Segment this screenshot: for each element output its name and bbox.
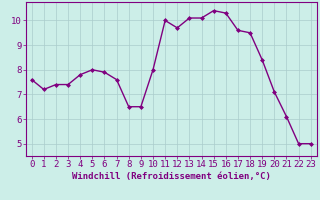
X-axis label: Windchill (Refroidissement éolien,°C): Windchill (Refroidissement éolien,°C) [72,172,271,181]
